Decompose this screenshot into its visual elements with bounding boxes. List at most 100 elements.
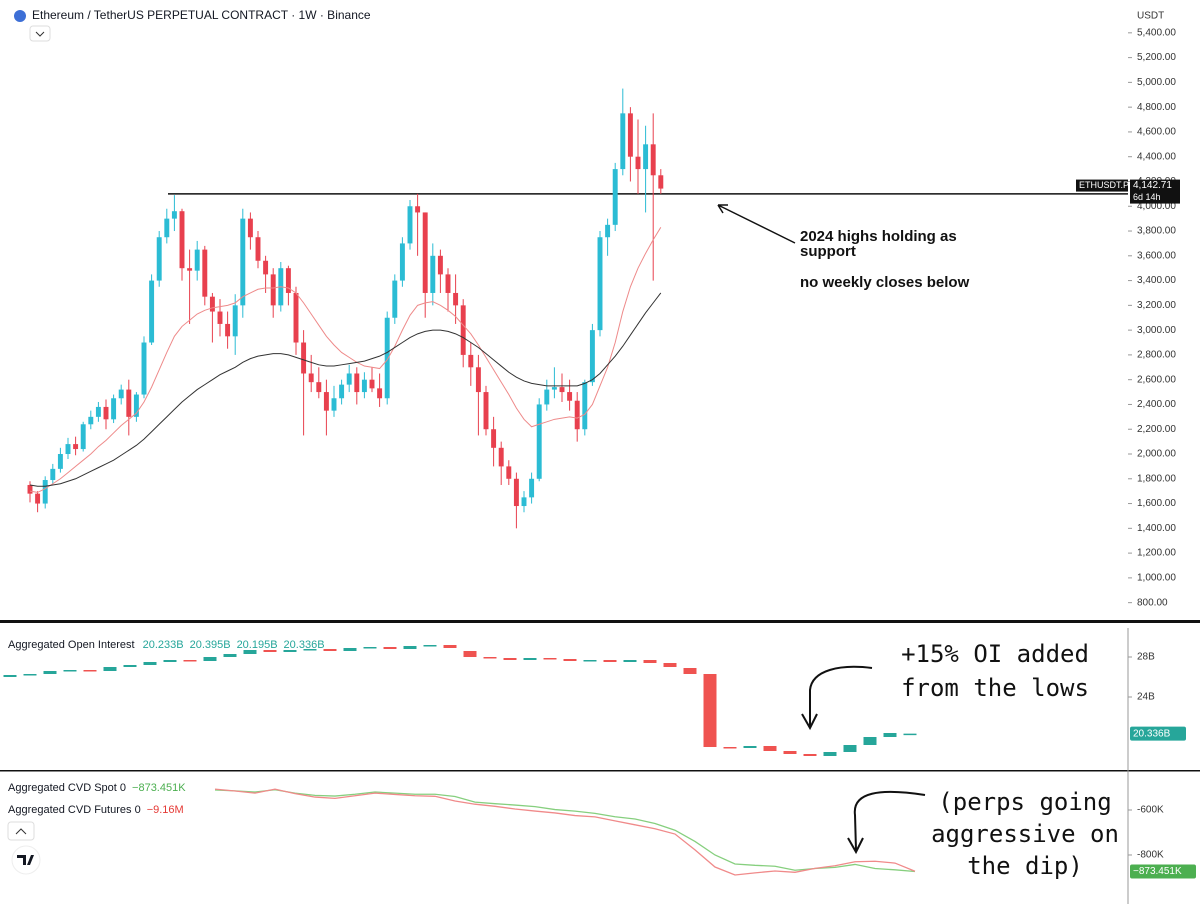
symbol-tag — [1076, 179, 1128, 192]
candle-body — [43, 671, 57, 674]
candle-body — [123, 665, 137, 667]
y-tick-label: 3,000.00 — [1137, 325, 1176, 336]
candle-body — [430, 255, 436, 293]
candle-body — [605, 224, 611, 238]
price-tag-label: −873.451K — [1133, 866, 1182, 877]
candle-body — [217, 311, 223, 324]
candle-body — [323, 392, 329, 411]
y-tick-label: 24B — [1137, 692, 1155, 703]
candle-body — [563, 659, 577, 661]
legend-name: Aggregated CVD Futures 0 — [8, 804, 141, 816]
chevron — [15, 828, 27, 835]
arrow — [847, 790, 926, 855]
candle-body — [293, 292, 299, 343]
candle-body — [498, 447, 504, 467]
axis-unit: USDT — [1137, 11, 1164, 22]
candle-body — [763, 746, 777, 751]
candle-body — [460, 305, 466, 355]
collapse-button[interactable] — [29, 25, 51, 42]
y-tick-label: 2,800.00 — [1137, 350, 1176, 361]
candle-body — [194, 249, 200, 271]
candle-body — [635, 156, 641, 170]
candle-body — [285, 268, 291, 293]
candle-body — [650, 144, 656, 176]
price-tag — [1130, 864, 1196, 879]
candle-body — [445, 274, 451, 293]
candle-body — [559, 387, 565, 393]
candle-body — [225, 323, 231, 337]
y-tick-label: 2,600.00 — [1137, 374, 1176, 385]
candle-body — [415, 206, 421, 213]
y-tick-label: -600K — [1137, 805, 1164, 816]
candle-body — [589, 330, 595, 383]
collapse-button[interactable] — [7, 821, 35, 841]
candle-body — [663, 663, 677, 667]
y-tick-label: 4,800.00 — [1137, 102, 1176, 113]
ohlc-value: 20.195B — [237, 639, 278, 651]
candle-body — [883, 733, 897, 737]
candle-body — [597, 237, 603, 331]
candle-body — [303, 649, 317, 651]
candle-body — [232, 305, 238, 337]
candle-body — [483, 392, 489, 430]
candle-body — [301, 342, 307, 374]
legend-value: −873.451K — [132, 782, 186, 794]
candle-body — [643, 144, 649, 170]
candle-body — [343, 648, 357, 651]
candle-body — [521, 497, 527, 507]
y-tick-label: 1,400.00 — [1137, 523, 1176, 534]
annotation: from the lows — [901, 674, 1089, 702]
candle-body — [80, 424, 86, 450]
cvd-line — [214, 789, 916, 873]
cvd-line — [214, 788, 916, 876]
candle-body — [423, 645, 437, 647]
y-tick-label: 2,000.00 — [1137, 449, 1176, 460]
candle-body — [23, 674, 37, 676]
logo — [14, 10, 26, 22]
candle-body — [567, 392, 573, 401]
candle-body — [468, 354, 474, 368]
candle-body — [723, 747, 737, 749]
y-tick-label: 2,400.00 — [1137, 399, 1176, 410]
price-tag-label: 20.336B — [1133, 728, 1171, 739]
y-tick-label: 28B — [1137, 652, 1155, 663]
candle-body — [187, 268, 193, 271]
candle-body — [703, 674, 717, 747]
candle-body — [50, 468, 56, 481]
candle-body — [308, 373, 314, 383]
chevron — [35, 31, 45, 37]
y-tick-label: 1,600.00 — [1137, 498, 1176, 509]
candle-body — [536, 404, 542, 479]
price-tag — [1130, 726, 1186, 741]
y-tick-label: 1,000.00 — [1137, 573, 1176, 584]
candle-body — [783, 751, 797, 754]
candle-body — [743, 746, 757, 748]
candle-body — [551, 387, 557, 390]
candle-body — [843, 745, 857, 752]
candle-body — [683, 668, 697, 674]
y-tick-label: 5,200.00 — [1137, 52, 1176, 63]
y-tick-label: 1,200.00 — [1137, 548, 1176, 559]
candle-body — [263, 650, 277, 652]
y-tick-label: 2,200.00 — [1137, 424, 1176, 435]
annotation: aggressive on — [931, 820, 1119, 848]
candle-body — [156, 237, 162, 281]
arrow — [801, 665, 873, 731]
candle-body — [243, 650, 257, 654]
ohlc-value: 20.336B — [284, 639, 325, 651]
candle-body — [443, 645, 457, 648]
annotation: (perps going — [938, 788, 1111, 816]
candle-body — [339, 384, 345, 399]
candle-body — [103, 667, 117, 671]
candle-body — [88, 416, 94, 425]
candle-body — [179, 211, 185, 269]
y-tick-label: 3,800.00 — [1137, 226, 1176, 237]
annotation: 2024 highs holding as — [800, 228, 957, 245]
tv-logo-mark — [17, 855, 34, 865]
candle-body — [407, 206, 413, 244]
candle-body — [383, 647, 397, 649]
moving-average — [29, 227, 662, 493]
countdown: 6d 14h — [1133, 192, 1161, 202]
annotation: +15% OI added — [901, 640, 1089, 668]
